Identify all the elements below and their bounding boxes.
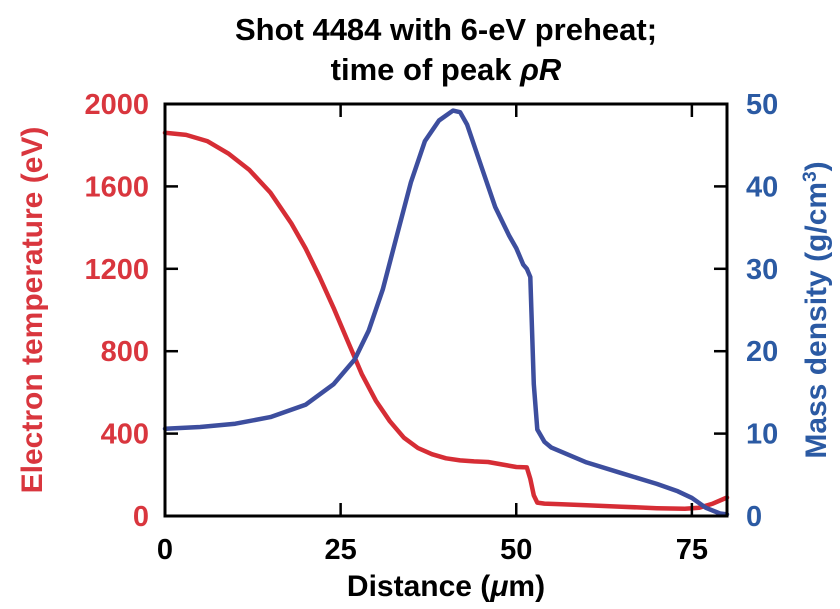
y-right-tick-label: 20 <box>746 336 778 368</box>
y-right-tick-label: 0 <box>746 501 762 533</box>
y-left-tick-label: 1600 <box>84 171 149 203</box>
plot-frame <box>163 102 729 518</box>
series-mass-density-line <box>162 108 730 517</box>
y-right-tick-label: 50 <box>746 89 778 121</box>
y-axis-label-right-sup: 3 <box>800 171 821 182</box>
y-right-tick-label: 10 <box>746 419 778 451</box>
y-right-tick-label: 40 <box>746 171 778 203</box>
y-left-tick-label: 400 <box>101 419 149 451</box>
y-axis-label-right-prefix: Mass density (g/cm <box>800 182 833 459</box>
x-axis-label-suffix: m) <box>508 570 545 603</box>
y-axis-label-right-suffix: ) <box>800 161 833 171</box>
chart-title-line2: time of peak ρR <box>331 52 562 87</box>
y-right-tick-label: 30 <box>746 254 778 286</box>
y-left-tick-label: 2000 <box>84 89 149 121</box>
x-axis-label: Distance (μm) <box>347 570 545 603</box>
y-left-tick-label: 0 <box>133 501 149 533</box>
x-axis-label-prefix: Distance ( <box>347 570 490 603</box>
x-tick-label: 25 <box>324 534 356 566</box>
x-tick-label: 75 <box>676 534 708 566</box>
y-left-tick-label: 1200 <box>84 254 149 286</box>
y-axis-label-left: Electron temperature (eV) <box>16 127 49 494</box>
chart-title-symbol: ρR <box>519 52 562 87</box>
y-left-tick-label: 800 <box>101 336 149 368</box>
series-electron-temperature-line <box>162 130 730 512</box>
x-axis-label-symbol: μ <box>489 570 508 603</box>
ticks-layer <box>163 102 727 518</box>
series-layer <box>162 108 730 517</box>
y-axis-label-right: Mass density (g/cm3) <box>800 161 834 458</box>
tick-labels: 0 25 50 75 0 400 800 1200 1600 2000 0 10 20 30 40 50 <box>84 89 778 566</box>
chart-title-line2-prefix: time of peak <box>331 52 521 87</box>
x-tick-label: 0 <box>157 534 173 566</box>
chart-title-line1: Shot 4484 with 6-eV preheat; <box>235 12 657 47</box>
x-tick-label: 50 <box>500 534 532 566</box>
